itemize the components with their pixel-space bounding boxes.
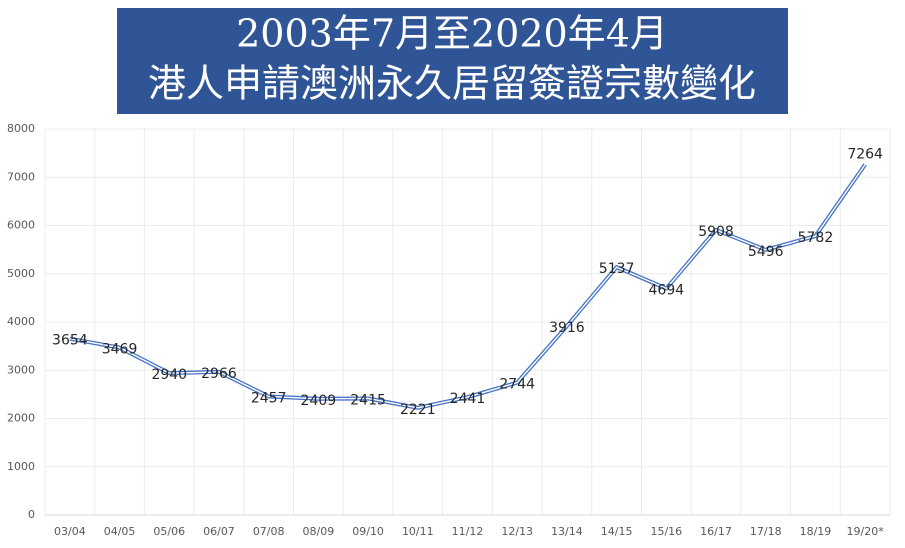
- x-tick-label: 15/16: [650, 525, 682, 538]
- data-label: 7264: [847, 147, 883, 163]
- x-tick-label: 10/11: [402, 525, 434, 538]
- y-tick-label: 4000: [7, 315, 35, 328]
- x-tick-label: 08/09: [303, 525, 335, 538]
- data-line-highlight: [69, 164, 866, 409]
- data-line: [69, 163, 867, 410]
- y-tick-label: 3000: [7, 363, 35, 376]
- data-label: 2966: [201, 366, 237, 382]
- data-label: 3469: [102, 342, 138, 358]
- data-label: 5137: [599, 261, 635, 277]
- data-label: 2221: [400, 402, 436, 418]
- data-label: 2409: [301, 393, 337, 409]
- x-tick-label: 17/18: [750, 525, 782, 538]
- y-tick-label: 7000: [7, 170, 35, 183]
- x-tick-label: 14/15: [601, 525, 633, 538]
- data-label: 2457: [251, 390, 287, 406]
- data-label: 4694: [649, 283, 685, 299]
- data-label: 5908: [698, 224, 734, 240]
- x-tick-label: 09/10: [352, 525, 384, 538]
- data-label: 2441: [450, 391, 486, 407]
- x-tick-label: 16/17: [700, 525, 732, 538]
- y-tick-label: 0: [28, 508, 35, 521]
- data-label: 3654: [52, 333, 88, 349]
- x-tick-label: 13/14: [551, 525, 583, 538]
- data-label: 5496: [748, 244, 784, 260]
- title-box: [117, 8, 788, 114]
- x-tick-label: 18/19: [800, 525, 832, 538]
- x-tick-label: 05/06: [153, 525, 185, 538]
- x-tick-label: 04/05: [104, 525, 136, 538]
- chart-subtitle: 港人申請澳洲永久居留簽證宗數變化: [148, 62, 756, 106]
- data-label: 3916: [549, 320, 585, 336]
- x-tick-label: 03/04: [54, 525, 86, 538]
- y-tick-label: 2000: [7, 412, 35, 425]
- chart-title: 2003年7月至2020年4月: [236, 12, 668, 56]
- data-label: 2415: [350, 392, 386, 408]
- y-tick-label: 6000: [7, 219, 35, 232]
- x-tick-label: 12/13: [501, 525, 533, 538]
- y-tick-label: 5000: [7, 267, 35, 280]
- y-tick-label: 8000: [7, 122, 35, 135]
- x-tick-label: 07/08: [253, 525, 285, 538]
- data-label: 2744: [499, 377, 535, 393]
- x-tick-label: 19/20*: [847, 525, 885, 538]
- data-label: 5782: [798, 230, 834, 246]
- x-tick-label: 11/12: [452, 525, 484, 538]
- data-label: 2940: [151, 367, 187, 383]
- x-tick-label: 06/07: [203, 525, 235, 538]
- y-tick-label: 1000: [7, 460, 35, 473]
